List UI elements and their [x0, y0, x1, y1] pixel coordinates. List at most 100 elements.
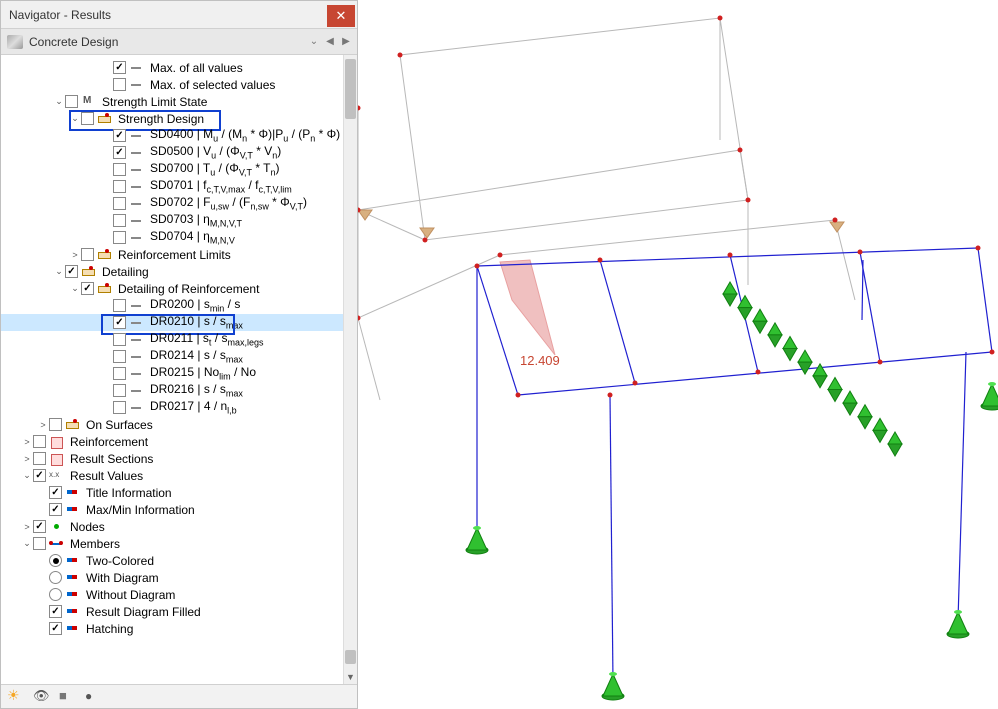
- collapse-icon[interactable]: ⌄: [21, 470, 33, 481]
- checkbox[interactable]: [49, 418, 62, 431]
- collapse-icon[interactable]: ⌄: [69, 283, 81, 294]
- tree-row[interactable]: ⌄Strength Design: [1, 110, 343, 127]
- checkbox[interactable]: [33, 469, 46, 482]
- checkbox[interactable]: [81, 248, 94, 261]
- checkbox[interactable]: [33, 452, 46, 465]
- checkbox[interactable]: [113, 231, 126, 244]
- checkbox[interactable]: [65, 265, 78, 278]
- view-icon[interactable]: [33, 689, 49, 705]
- tree-row[interactable]: > Nodes: [1, 518, 343, 535]
- tree-row[interactable]: ⌄Detailing: [1, 263, 343, 280]
- tree-row[interactable]: Max. of selected values: [1, 76, 343, 93]
- tree-label: Reinforcement: [68, 435, 148, 449]
- tree-row[interactable]: DR0217 | 4 / nl,b: [1, 399, 343, 416]
- scroll-thumb[interactable]: [345, 59, 356, 119]
- checkbox[interactable]: [49, 622, 62, 635]
- tree-row[interactable]: With Diagram: [1, 569, 343, 586]
- radio[interactable]: [49, 554, 62, 567]
- checkbox[interactable]: [33, 537, 46, 550]
- expand-icon[interactable]: >: [21, 454, 33, 464]
- tree-row[interactable]: DR0215 | Nolim / No: [1, 365, 343, 382]
- twocolor-icon: [65, 503, 81, 517]
- tree-row[interactable]: DR0214 | s / smax: [1, 348, 343, 365]
- checkbox[interactable]: [81, 282, 94, 295]
- next-icon[interactable]: ▶: [339, 36, 353, 47]
- checkbox[interactable]: [33, 520, 46, 533]
- tree-row[interactable]: DR0210 | s / smax: [1, 314, 343, 331]
- record-icon[interactable]: [85, 689, 101, 705]
- checkbox[interactable]: [49, 503, 62, 516]
- checkbox[interactable]: [113, 163, 126, 176]
- checkbox[interactable]: [49, 605, 62, 618]
- values-icon: [49, 469, 65, 483]
- collapse-icon[interactable]: ⌄: [69, 113, 81, 124]
- tree-label: Nodes: [68, 520, 105, 534]
- expand-icon[interactable]: >: [21, 437, 33, 447]
- checkbox[interactable]: [113, 316, 126, 329]
- tree-label: Max/Min Information: [84, 503, 195, 517]
- tree[interactable]: Max. of all valuesMax. of selected value…: [1, 55, 343, 641]
- tree-row[interactable]: SD0400 | Mu / (Mn * Φ)|Pu / (Pn * Φ): [1, 127, 343, 144]
- scroll-down-icon[interactable]: ▼: [344, 670, 357, 684]
- tree-row[interactable]: ⌄Strength Limit State: [1, 93, 343, 110]
- checkbox[interactable]: [113, 384, 126, 397]
- collapse-icon[interactable]: ⌄: [53, 266, 65, 277]
- scrollbar[interactable]: ▲ ▼: [343, 55, 357, 684]
- tree-row[interactable]: SD0702 | Fu,sw / (Fn,sw * ΦV,T): [1, 195, 343, 212]
- tree-row[interactable]: SD0704 | ηM,N,V: [1, 229, 343, 246]
- checkbox[interactable]: [113, 214, 126, 227]
- checkbox[interactable]: [33, 435, 46, 448]
- tree-row[interactable]: Max/Min Information: [1, 501, 343, 518]
- camera-icon[interactable]: [59, 689, 75, 705]
- checkbox[interactable]: [113, 333, 126, 346]
- tree-row[interactable]: >On Surfaces: [1, 416, 343, 433]
- tree-row[interactable]: SD0700 | Tu / (ΦV,T * Tn): [1, 161, 343, 178]
- collapse-icon[interactable]: ⌄: [53, 96, 65, 107]
- expand-icon[interactable]: >: [21, 522, 33, 532]
- tree-row[interactable]: Title Information: [1, 484, 343, 501]
- dropdown-icon[interactable]: ⌄: [307, 36, 321, 47]
- checkbox[interactable]: [113, 401, 126, 414]
- tree-row[interactable]: >Reinforcement Limits: [1, 246, 343, 263]
- tree-row[interactable]: DR0216 | s / smax: [1, 382, 343, 399]
- expand-icon[interactable]: >: [37, 420, 49, 430]
- tree-row[interactable]: >Result Sections: [1, 450, 343, 467]
- radio[interactable]: [49, 588, 62, 601]
- checkbox[interactable]: [113, 299, 126, 312]
- checkbox[interactable]: [113, 367, 126, 380]
- tree-row[interactable]: > Reinforcement: [1, 433, 343, 450]
- tree-row[interactable]: DR0200 | smin / s: [1, 297, 343, 314]
- expand-icon[interactable]: >: [69, 250, 81, 260]
- checkbox[interactable]: [113, 197, 126, 210]
- tree-row[interactable]: SD0703 | ηM,N,V,T: [1, 212, 343, 229]
- collapse-icon[interactable]: ⌄: [21, 538, 33, 549]
- tree-row[interactable]: SD0701 | fc,T,V,max / fc,T,V,lim: [1, 178, 343, 195]
- checkbox[interactable]: [113, 180, 126, 193]
- prev-icon[interactable]: ◀: [323, 36, 337, 47]
- tree-row[interactable]: Result Diagram Filled: [1, 603, 343, 620]
- tree-row[interactable]: Two-Colored: [1, 552, 343, 569]
- checkbox[interactable]: [113, 129, 126, 142]
- twocolor-icon: [65, 571, 81, 585]
- model-viewport[interactable]: 12.409: [358, 0, 998, 709]
- checkbox[interactable]: [113, 61, 126, 74]
- tree-row[interactable]: Hatching: [1, 620, 343, 637]
- close-button[interactable]: ✕: [327, 5, 355, 27]
- tree-row[interactable]: Without Diagram: [1, 586, 343, 603]
- tree-row[interactable]: ⌄Members: [1, 535, 343, 552]
- checkbox[interactable]: [65, 95, 78, 108]
- checkbox[interactable]: [113, 350, 126, 363]
- checkbox[interactable]: [113, 146, 126, 159]
- tree-row[interactable]: ⌄Detailing of Reinforcement: [1, 280, 343, 297]
- radio[interactable]: [49, 571, 62, 584]
- checkbox[interactable]: [81, 112, 94, 125]
- tree-row[interactable]: Max. of all values: [1, 59, 343, 76]
- tree-row[interactable]: ⌄Result Values: [1, 467, 343, 484]
- checkbox[interactable]: [49, 486, 62, 499]
- checkbox[interactable]: [113, 78, 126, 91]
- display-icon[interactable]: [7, 689, 23, 705]
- scroll-thumb-2[interactable]: [345, 650, 356, 664]
- tree-row[interactable]: SD0500 | Vu / (ΦV,T * Vn): [1, 144, 343, 161]
- section-header[interactable]: Concrete Design ⌄ ◀ ▶: [1, 29, 357, 55]
- tree-row[interactable]: DR0211 | st / smax,legs: [1, 331, 343, 348]
